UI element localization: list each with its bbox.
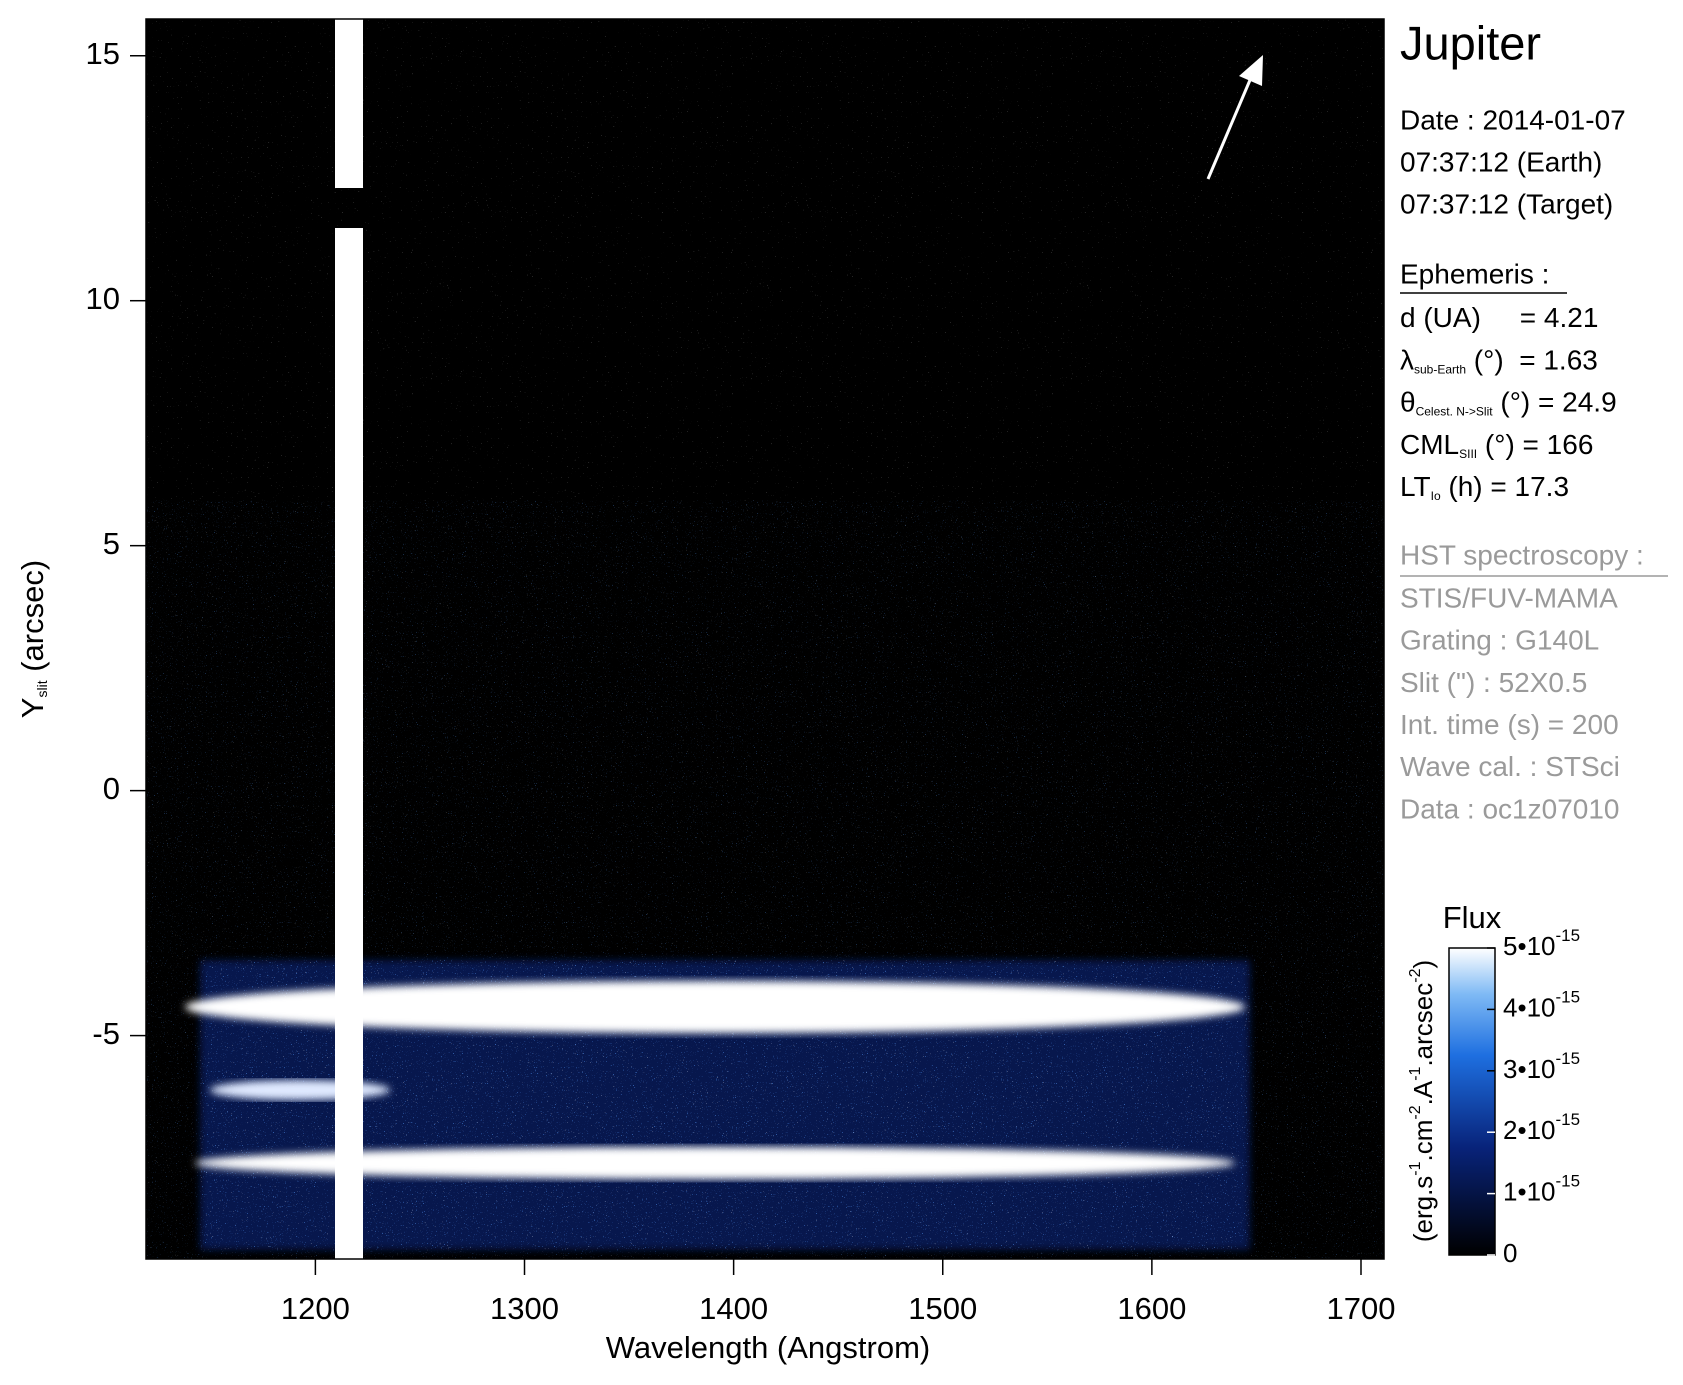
ephemeris-line: CMLSIII (°) = 166 (1400, 429, 1593, 461)
arrow (1206, 79, 1252, 180)
hst-line: Wave cal. : STSci (1400, 751, 1620, 782)
ephemeris-value: (h) = 17.3 (1441, 472, 1569, 503)
colorbar-title: Flux (1443, 900, 1502, 935)
colorbar-tick-label: 0 (1503, 1238, 1517, 1268)
y-axis-label: Yslit (arcsec) (15, 560, 50, 718)
ephemeris-value: (°) = 24.9 (1493, 387, 1617, 418)
hst-line: Grating : G140L (1400, 625, 1599, 656)
units-text: .cm (1408, 1120, 1438, 1162)
date-line: Date : 2014-01-07 (1400, 104, 1626, 135)
units-sup: -1 (1407, 1161, 1424, 1175)
colorbar-tick-label: 4•10-15 (1503, 988, 1580, 1022)
ephemeris-value: (°) = 1.63 (1466, 345, 1598, 376)
x-tick-label: 1500 (908, 1291, 977, 1326)
hst-line: STIS/FUV-MAMA (1400, 582, 1618, 613)
ephemeris-symbol: d (UA) (1400, 302, 1481, 333)
y-tick-label: 15 (86, 36, 120, 71)
ephemeris-symbol: LT (1400, 472, 1431, 503)
arrow-head (1239, 55, 1263, 86)
y-tick-label: 0 (103, 771, 120, 806)
tick-mantissa: 1•10 (1503, 1176, 1555, 1206)
date-line: 07:37:12 (Target) (1400, 188, 1613, 219)
ephemeris-sub: sub-Earth (1414, 362, 1466, 376)
ephemeris-line: θCelest. N->Slit (°) = 24.9 (1400, 387, 1617, 419)
x-tick-label: 1700 (1327, 1291, 1396, 1326)
spectrogram (146, 19, 1384, 1259)
ephemeris-value: (°) = 166 (1477, 429, 1593, 460)
plot-frame (145, 18, 1385, 1260)
units-text: (erg.s (1408, 1176, 1438, 1242)
tick-mantissa: 4•10 (1503, 992, 1555, 1022)
hst-line: Slit (") : 52X0.5 (1400, 667, 1587, 698)
colorbar-tick-label: 1•10-15 (1503, 1172, 1580, 1206)
tick-exponent: -15 (1555, 1172, 1580, 1191)
y-label-main: Y (15, 698, 50, 719)
colorbar-tick-label: 3•10-15 (1503, 1049, 1580, 1083)
date-line: 07:37:12 (Earth) (1400, 146, 1602, 177)
colorbar-tick-label: 5•10-15 (1503, 926, 1580, 960)
units-sup: -2 (1407, 968, 1424, 982)
y-label-sub: slit (34, 680, 50, 697)
y-tick-label: 5 (103, 526, 120, 561)
ephemeris-sub: Io (1431, 489, 1441, 503)
ephemeris-line: d (UA) = 4.21 (1400, 302, 1598, 333)
tick-mantissa: 5•10 (1503, 931, 1555, 961)
tick-exponent: -15 (1555, 926, 1580, 945)
hst-line: Data : oc1z07010 (1400, 793, 1620, 824)
tick-exponent: -15 (1555, 988, 1580, 1007)
y-tick-label: 10 (86, 281, 120, 316)
tick-exponent: -15 (1555, 1111, 1580, 1130)
colorbar (1448, 947, 1496, 1256)
target-name: Jupiter (1400, 16, 1541, 69)
units-sup: -2 (1407, 1105, 1424, 1119)
ephemeris-line: λsub-Earth (°) = 1.63 (1400, 345, 1598, 377)
units-text: ) (1408, 960, 1438, 969)
colorbar-units: (erg.s-1.cm-2.A-1.arcsec-2) (1407, 960, 1438, 1242)
tick-mantissa: 3•10 (1503, 1054, 1555, 1084)
hst-title: HST spectroscopy : (1400, 539, 1644, 570)
tick-mantissa: 2•10 (1503, 1115, 1555, 1145)
y-label-rest: (arcsec) (15, 560, 50, 681)
ephemeris-symbol: CML (1400, 429, 1459, 460)
ephemeris-sub: Celest. N->Slit (1416, 405, 1494, 419)
tick-exponent: -15 (1555, 1049, 1580, 1068)
x-axis-label: Wavelength (Angstrom) (606, 1330, 930, 1365)
ephemeris-value: = 4.21 (1481, 302, 1599, 333)
colorbar-tick-label: 2•10-15 (1503, 1111, 1580, 1145)
ephemeris-line: LTIo (h) = 17.3 (1400, 472, 1569, 504)
units-text: .A (1408, 1080, 1438, 1105)
x-tick-label: 1400 (699, 1291, 768, 1326)
y-tick-label: -5 (92, 1016, 120, 1051)
ephemeris-title: Ephemeris : (1400, 258, 1549, 289)
units-text: .arcsec (1408, 983, 1438, 1067)
ephemeris-symbol: θ (1400, 387, 1416, 418)
x-tick-label: 1200 (281, 1291, 350, 1326)
x-tick-label: 1600 (1117, 1291, 1186, 1326)
x-tick-label: 1300 (490, 1291, 559, 1326)
units-sup: -1 (1407, 1066, 1424, 1080)
hst-line: Int. time (s) = 200 (1400, 709, 1619, 740)
ephemeris-symbol: λ (1400, 345, 1414, 376)
ephemeris-sub: SIII (1459, 447, 1477, 461)
